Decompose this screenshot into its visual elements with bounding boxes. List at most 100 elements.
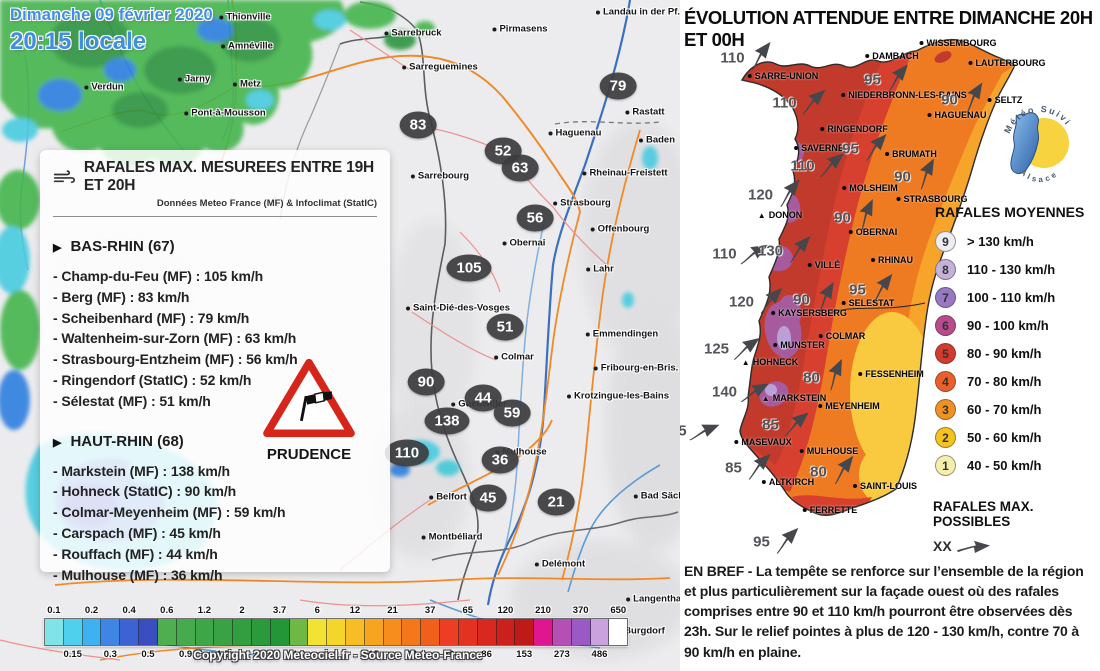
scale-label: 21	[387, 605, 398, 616]
scale-label: 4.8	[291, 649, 306, 660]
station-gust-entry: - Colmar-Meyenheim (MF) : 59 km/h	[53, 504, 286, 521]
scale-label: 27	[406, 649, 417, 660]
scale-cell: 2.7	[251, 619, 271, 660]
legend-level-icon: 1	[935, 455, 956, 476]
radar-map-panel: Thionville Amnéville Jarny Verdun	[0, 0, 680, 671]
max-gust-arrow-icon	[956, 540, 990, 554]
scale-label: 37	[424, 605, 436, 616]
station-gust-entry: - Scheibenhard (MF) : 79 km/h	[53, 309, 250, 326]
meteo-suivi-alsace-logo: Météo Suivi Alsace	[996, 96, 1084, 190]
legend-range: 50 - 60 km/h	[967, 430, 1042, 445]
scale-cell: 37	[421, 605, 441, 645]
legend-level-icon: 3	[935, 399, 956, 420]
legend-range: 40 - 50 km/h	[967, 458, 1042, 473]
legend-title: RAFALES MOYENNES	[935, 204, 1085, 220]
scale-cell: 0.1	[45, 605, 64, 645]
time-text: 20:15 locale	[10, 28, 147, 55]
station-list: - Champ-du-Feu (MF) : 105 km/h - Berg (M…	[53, 266, 377, 412]
scale-label: 2	[239, 605, 245, 616]
legend-level-icon: 9	[935, 231, 956, 252]
legend-item: 5 80 - 90 km/h	[935, 343, 1084, 364]
scale-cell: 65	[458, 605, 478, 645]
scale-cell: 21	[383, 605, 403, 645]
scale-label: 273	[553, 649, 570, 660]
scale-cell: 0.4	[120, 605, 140, 645]
scale-label: 0.2	[84, 605, 99, 616]
legend-range: 60 - 70 km/h	[967, 402, 1042, 417]
scale-cell: 6	[308, 605, 328, 645]
department-border	[831, 302, 926, 313]
legend-item: 7 100 - 110 km/h	[935, 287, 1084, 308]
scale-cell: 650	[609, 605, 628, 645]
logo-bottom-text: Alsace	[1018, 168, 1057, 185]
department-section: HAUT-RHIN (68) - Markstein (MF) : 138 km…	[53, 433, 377, 586]
legend-range: > 130 km/h	[967, 234, 1034, 249]
legend-item: 9 > 130 km/h	[935, 231, 1084, 252]
scale-label: 370	[572, 605, 589, 616]
max-gust-key: RAFALES MAX. POSSIBLES XX	[933, 499, 1100, 554]
scale-label: 6	[314, 605, 320, 616]
region-outline	[739, 38, 1016, 516]
scale-cell: 27	[402, 619, 422, 660]
station-gust-entry: - Mulhouse (MF) : 36 km/h	[53, 566, 223, 583]
panel-title: RAFALES MAX. MESUREES ENTRE 19H ET 20H	[83, 159, 374, 194]
gust-legend: RAFALES MOYENNES 9 > 130 km/h 8 110 - 13…	[935, 204, 1084, 483]
scale-label: 0.9	[178, 649, 193, 660]
scale-cell: 12	[346, 605, 365, 645]
station-gust-entry: - Markstein (MF) : 138 km/h	[53, 462, 231, 479]
scale-cell: 370	[571, 605, 591, 645]
forecast-panel: ÉVOLUTION ATTENDUE ENTRE DIMANCHE 20H ET…	[680, 0, 1100, 671]
station-gust-entry: - Champ-du-Feu (MF) : 105 km/h	[53, 268, 264, 284]
scale-cell: 120	[496, 605, 516, 645]
scale-label: 0.6	[160, 605, 174, 616]
legend-level-icon: 2	[935, 427, 956, 448]
department-header: HAUT-RHIN (68)	[53, 433, 377, 450]
precipitation-scale: 0.1 0.15 0.2 0.3 0.4 0.5	[44, 605, 628, 660]
legend-item: 8 110 - 130 km/h	[935, 259, 1084, 280]
gust-sections: BAS-RHIN (67) - Champ-du-Feu (MF) : 105 …	[53, 238, 377, 585]
department-name: HAUT-RHIN (68)	[70, 432, 184, 450]
station-gust-entry: - Sélestat (MF) : 51 km/h	[53, 392, 211, 409]
divider	[53, 216, 377, 217]
scale-label: 0.4	[122, 605, 136, 616]
legend-range: 110 - 130 km/h	[967, 262, 1056, 277]
scale-cell: 0.9	[176, 619, 196, 660]
warning-label: PRUDENCE	[266, 446, 352, 463]
measured-gusts-panel: RAFALES MAX. MESUREES ENTRE 19H ET 20H D…	[40, 150, 390, 583]
scale-label: 0.15	[63, 649, 82, 660]
scale-cell: 3.7	[270, 605, 290, 645]
legend-item: 1 40 - 50 km/h	[935, 455, 1084, 476]
legend-level-icon: 4	[935, 371, 956, 392]
copyright-text: Copyright 2020 Meteociel.fr - Source Met…	[193, 648, 483, 662]
scale-cell: 0.5	[139, 619, 158, 660]
scale-label: 12	[349, 605, 361, 616]
forecast-title: ÉVOLUTION ATTENDUE ENTRE DIMANCHE 20H ET…	[684, 7, 1093, 50]
scale-label: 0.3	[103, 649, 117, 660]
station-gust-entry: - Berg (MF) : 83 km/h	[53, 288, 190, 305]
station-gust-entry: - Hohneck (StatIC) : 90 km/h	[53, 483, 237, 500]
scale-label: 1.5	[216, 649, 230, 660]
scale-label: 650	[610, 605, 627, 616]
scale-cell: 210	[534, 605, 553, 645]
scale-cell: 0.3	[101, 619, 121, 660]
station-list: - Markstein (MF) : 138 km/h - Hohneck (S…	[53, 461, 377, 586]
max-gust-key-label: RAFALES MAX. POSSIBLES	[933, 499, 1034, 529]
alsace-shape-icon	[1010, 112, 1040, 174]
scale-cell: 86	[477, 619, 497, 660]
scale-label: 0.1	[47, 605, 61, 616]
wind-icon	[53, 169, 76, 183]
legend-level-icon: 8	[935, 259, 956, 280]
department-name: BAS-RHIN (67)	[70, 238, 175, 255]
summary-text: EN BREF - La tempête se renforce sur l’e…	[684, 563, 1084, 660]
station-gust-entry: - Carspach (MF) : 45 km/h	[53, 524, 221, 541]
scale-cell: 2	[233, 605, 252, 645]
scale-cell: 1.5	[214, 619, 234, 660]
scale-label: 65	[462, 605, 474, 616]
legend-item: 3 60 - 70 km/h	[935, 399, 1084, 420]
scale-cell: 273	[552, 619, 572, 660]
scale-label: 210	[535, 605, 551, 616]
scale-cell: 0.15	[63, 619, 83, 660]
legend-item: 6 90 - 100 km/h	[935, 315, 1084, 336]
scale-cell: 15	[364, 619, 384, 660]
legend-range: 70 - 80 km/h	[967, 374, 1042, 389]
